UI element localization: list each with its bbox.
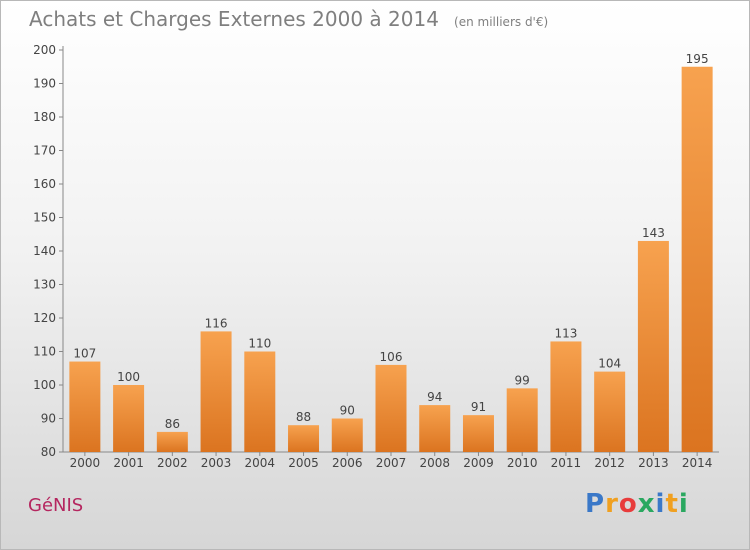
logo-letter: i <box>655 489 666 519</box>
bar <box>113 385 145 452</box>
data-label: 91 <box>471 400 486 414</box>
y-tick-label: 120 <box>33 311 56 325</box>
x-tick-label: 2011 <box>551 456 582 470</box>
data-label: 110 <box>248 337 271 351</box>
x-tick-label: 2000 <box>70 456 101 470</box>
bar <box>419 405 451 452</box>
y-tick-label: 170 <box>33 144 56 158</box>
bar <box>288 425 320 452</box>
chart-subtitle: (en milliers d'€) <box>454 15 549 29</box>
data-label: 99 <box>515 373 530 387</box>
chart-title: Achats et Charges Externes 2000 à 2014 <box>29 7 439 31</box>
bar <box>550 341 582 452</box>
bar <box>594 371 626 452</box>
y-tick-label: 130 <box>33 278 56 292</box>
data-label: 143 <box>642 226 665 240</box>
x-tick-label: 2005 <box>288 456 319 470</box>
bar <box>462 415 494 452</box>
bar <box>69 361 101 452</box>
y-tick-label: 190 <box>33 77 56 91</box>
y-tick-label: 100 <box>33 378 56 392</box>
data-label: 107 <box>73 347 96 361</box>
bar <box>375 364 407 452</box>
chart-title-block: Achats et Charges Externes 2000 à 2014 (… <box>29 7 548 31</box>
axes: 80 90 100 110 120 130 140 150 160 170 180 190 200 200… <box>33 43 719 470</box>
x-tick-label: 2013 <box>638 456 669 470</box>
bar <box>200 331 232 452</box>
y-tick-label: 150 <box>33 211 56 225</box>
y-tick-label: 110 <box>33 345 56 359</box>
y-tick-label: 80 <box>41 445 56 459</box>
logo-letter: x <box>637 489 656 519</box>
data-label: 116 <box>205 316 228 330</box>
x-tick-label: 2010 <box>507 456 538 470</box>
proxiti-logo: Proxiti <box>585 489 689 519</box>
bar <box>506 388 538 452</box>
logo-letter: t <box>665 489 679 519</box>
bar <box>331 418 363 452</box>
data-label: 86 <box>165 417 180 431</box>
x-tick-label: 2004 <box>245 456 276 470</box>
bar <box>156 431 188 452</box>
x-tick-label: 2007 <box>376 456 407 470</box>
bar <box>681 66 713 452</box>
y-tick-label: 160 <box>33 177 56 191</box>
x-tick-label: 2012 <box>594 456 625 470</box>
data-label: 104 <box>598 357 621 371</box>
x-tick-label: 2003 <box>201 456 232 470</box>
y-tick-label: 180 <box>33 110 56 124</box>
data-label: 94 <box>427 390 442 404</box>
y-tick-label: 200 <box>33 43 56 57</box>
data-label: 113 <box>554 326 577 340</box>
bars <box>69 66 713 452</box>
bar <box>244 351 276 452</box>
data-labels: 107 100 86 116 110 88 90 106 94 91 99 113 104 143 195 <box>73 52 708 431</box>
x-tick-label: 2009 <box>463 456 494 470</box>
y-tick-label: 140 <box>33 244 56 258</box>
logo-letter: r <box>605 489 619 519</box>
x-tick-label: 2001 <box>113 456 144 470</box>
y-tick-label: 90 <box>41 412 56 426</box>
data-label: 106 <box>380 350 403 364</box>
data-label: 195 <box>686 52 709 66</box>
bar <box>637 240 669 452</box>
location-name: GéNIS <box>28 495 84 516</box>
logo-letter: i <box>678 489 689 519</box>
x-tick-label: 2006 <box>332 456 363 470</box>
logo-letter: o <box>618 489 638 519</box>
x-tick-label: 2014 <box>682 456 713 470</box>
x-tick-label: 2002 <box>157 456 188 470</box>
logo-letter: P <box>585 489 606 519</box>
data-label: 88 <box>296 410 311 424</box>
data-label: 90 <box>340 404 355 418</box>
data-label: 100 <box>117 370 140 384</box>
x-tick-label: 2008 <box>419 456 450 470</box>
